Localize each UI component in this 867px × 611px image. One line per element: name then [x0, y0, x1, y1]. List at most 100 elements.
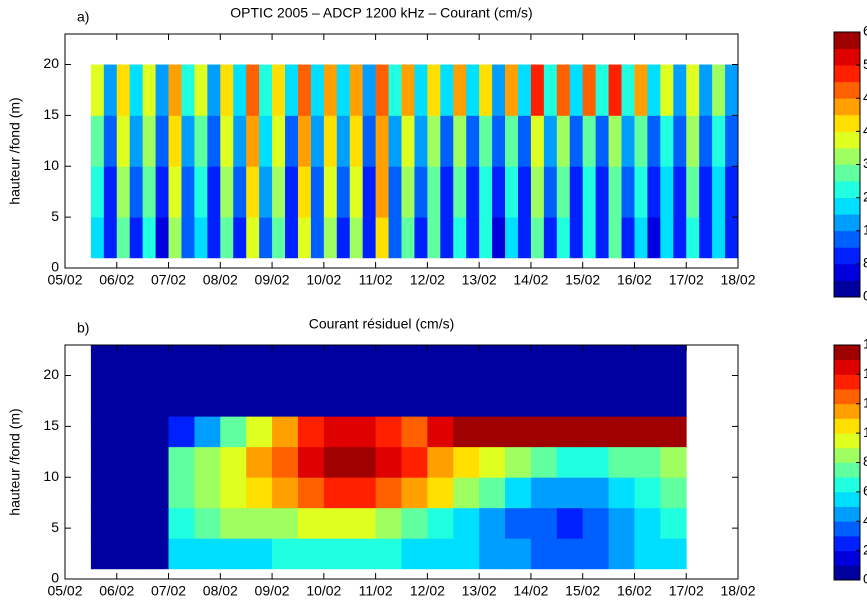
heatmap-cell [246, 115, 260, 167]
colorbar-segment [834, 131, 860, 149]
heatmap-cell [556, 416, 584, 448]
heatmap-cell [414, 64, 428, 116]
heatmap-cell [401, 115, 415, 167]
heatmap-cell [712, 64, 726, 116]
colorbar-segment [834, 247, 860, 265]
heatmap-cell [246, 166, 260, 218]
heatmap-cell [246, 446, 273, 478]
y-tick-label: 15 [43, 106, 59, 122]
heatmap-cell [285, 166, 299, 218]
heatmap-cell [336, 115, 351, 167]
heatmap-cell [505, 115, 519, 167]
heatmap-cell [453, 166, 467, 218]
colorbar-segment [834, 491, 860, 507]
heatmap-cell [479, 446, 506, 478]
heatmap-cell [608, 446, 635, 478]
heatmap-cell [401, 416, 428, 448]
heatmap-cell [686, 64, 700, 116]
heatmap-cell [246, 507, 273, 539]
heatmap-cell [129, 115, 144, 167]
heatmap-cell [492, 166, 506, 218]
heatmap-cell [259, 64, 273, 116]
heatmap-cell [492, 115, 506, 167]
heatmap-cell [505, 507, 532, 539]
x-tick-label: 12/02 [410, 272, 445, 288]
heatmap-cell [660, 446, 687, 478]
heatmap-cell [595, 217, 609, 259]
heatmap-cell [517, 217, 532, 259]
heatmap-cell [362, 217, 377, 259]
colorbar-segment [834, 164, 860, 182]
colorbar-tick-label: 16 [863, 336, 867, 352]
colorbar-tick-label: 16 [863, 221, 867, 237]
heatmap-cell [116, 416, 144, 448]
heatmap-cell [427, 166, 441, 218]
heatmap-cell [323, 345, 351, 417]
heatmap-cell [297, 115, 312, 167]
heatmap-cell [349, 446, 377, 478]
heatmap-cell [543, 64, 558, 116]
heatmap-cell [375, 416, 402, 448]
heatmap-cell [505, 416, 532, 448]
heatmap-cell [207, 115, 221, 167]
heatmap-cell [246, 345, 273, 417]
colorbar-tick-label: 8 [863, 453, 867, 469]
colorbar-tick-label: 8 [863, 255, 867, 271]
x-tick-label: 15/02 [565, 583, 600, 599]
heatmap-cell [401, 477, 428, 509]
heatmap-cell [349, 477, 377, 509]
colorbar-segment [834, 48, 860, 66]
x-tick-label: 06/02 [99, 272, 134, 288]
heatmap-cell [388, 115, 402, 167]
heatmap-cell [492, 64, 506, 116]
heatmap-cell [272, 416, 299, 448]
heatmap-cell [582, 217, 597, 259]
heatmap-cell [194, 416, 221, 448]
axes-frame [64, 33, 739, 269]
heatmap-cell [712, 217, 726, 259]
heatmap-cell [427, 217, 441, 259]
heatmap-cell [90, 217, 105, 259]
heatmap-cell [582, 166, 597, 218]
heatmap-cell [323, 166, 338, 218]
heatmap-cell [505, 446, 532, 478]
heatmap-cell [699, 217, 713, 259]
heatmap-cell [608, 538, 635, 570]
heatmap-cell [505, 64, 519, 116]
heatmap-cell [401, 507, 428, 539]
heatmap-cell [220, 507, 247, 539]
x-tick-label: 11/02 [359, 583, 393, 599]
heatmap-cell [582, 507, 609, 539]
heatmap-cell [427, 507, 454, 539]
heatmap-cell [142, 446, 169, 478]
heatmap-cell [90, 507, 118, 539]
colorbar-segment [834, 535, 860, 552]
heatmap-cell [556, 345, 584, 417]
colorbar-segment [834, 345, 860, 361]
heatmap-cell [181, 166, 195, 218]
x-tick-label: 18/02 [720, 272, 755, 288]
heatmap-cell [427, 538, 454, 570]
heatmap-cell [297, 477, 325, 509]
heatmap-cell [336, 64, 351, 116]
heatmap-cell [634, 416, 661, 448]
heatmap-cell [194, 115, 208, 167]
colorbar-segment [834, 181, 860, 199]
heatmap-cell [673, 115, 687, 167]
heatmap-cell [297, 345, 325, 417]
heatmap-cell [479, 115, 493, 167]
colorbar-segment [834, 114, 860, 132]
heatmap-cell [103, 115, 118, 167]
heatmap-cell [168, 64, 182, 116]
heatmap-cell [582, 477, 609, 509]
heatmap-cell [168, 538, 195, 570]
heatmap-cell [414, 115, 428, 167]
heatmap-cell [466, 64, 480, 116]
heatmap-cell [388, 217, 402, 259]
x-tick-label: 14/02 [513, 583, 548, 599]
heatmap-cell [479, 345, 506, 417]
y-tick-label: 20 [43, 55, 59, 71]
colorbar-segment [834, 32, 860, 49]
heatmap-cell [699, 64, 713, 116]
heatmap-cell [479, 64, 493, 116]
